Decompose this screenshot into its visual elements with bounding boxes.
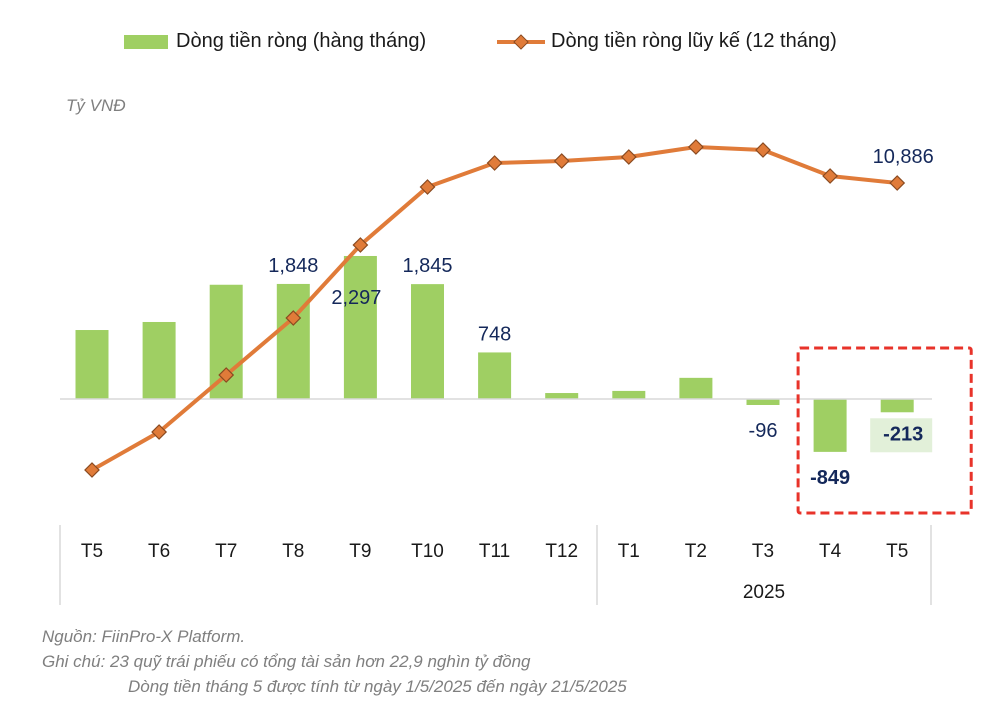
data-label-highlight bbox=[870, 418, 933, 453]
x-tick-label: T10 bbox=[411, 541, 444, 562]
x-tick-label: T5 bbox=[81, 541, 103, 562]
footnote-1: Ghi chú: 23 quỹ trái phiếu có tổng tài s… bbox=[42, 652, 531, 671]
x-group-label: 2025 bbox=[743, 582, 785, 603]
line-marker bbox=[889, 175, 906, 191]
legend-label: Dòng tiền ròng (hàng tháng) bbox=[176, 30, 427, 52]
legend-item-cumulative: Dòng tiền ròng lũy kế (12 tháng) bbox=[497, 30, 837, 53]
bar bbox=[276, 283, 310, 400]
bar-data-label: -213 bbox=[883, 423, 923, 445]
line-marker bbox=[553, 153, 570, 169]
line-marker bbox=[151, 424, 168, 440]
line-marker bbox=[687, 139, 704, 155]
bar bbox=[813, 399, 847, 452]
x-tick-label: T12 bbox=[545, 541, 578, 562]
bar bbox=[880, 399, 914, 413]
bar bbox=[612, 390, 646, 400]
legend-label: Dòng tiền ròng lũy kế (12 tháng) bbox=[551, 30, 837, 52]
bar bbox=[343, 255, 377, 400]
x-tick-label: T8 bbox=[282, 541, 304, 562]
bar-data-label: -849 bbox=[810, 467, 850, 489]
bar bbox=[478, 352, 512, 400]
x-tick-label: T2 bbox=[685, 541, 707, 562]
line-marker bbox=[822, 168, 839, 184]
x-tick-label: T11 bbox=[479, 541, 510, 562]
x-tick-label: T4 bbox=[819, 541, 842, 562]
line-marker bbox=[419, 179, 436, 195]
bar bbox=[142, 321, 176, 400]
line-marker bbox=[620, 149, 637, 165]
bar bbox=[411, 284, 444, 400]
line-marker bbox=[84, 462, 100, 478]
x-tick-label: T6 bbox=[148, 541, 170, 562]
highlight-box bbox=[796, 346, 973, 515]
bar bbox=[545, 393, 579, 400]
source-note: Nguồn: FiinPro-X Platform. bbox=[42, 627, 246, 646]
footnote-2: Dòng tiền tháng 5 được tính từ ngày 1/5/… bbox=[128, 677, 627, 696]
legend-swatch-line bbox=[497, 33, 545, 50]
x-tick-label: T7 bbox=[215, 541, 237, 562]
x-tick-label: T1 bbox=[618, 541, 640, 562]
bar-data-label: 1,845 bbox=[402, 255, 452, 277]
line-marker bbox=[352, 237, 369, 253]
x-tick-label: T9 bbox=[349, 541, 371, 562]
line-marker bbox=[486, 155, 503, 171]
legend-item-monthly: Dòng tiền ròng (hàng tháng) bbox=[124, 30, 426, 53]
x-tick-label: T3 bbox=[752, 541, 774, 562]
plot-area: T5 T6 T7 T8 T9 T10 T11 T12 T1 T2 T3 T4 T5 2025 1,848 2,… bbox=[59, 139, 973, 605]
bar bbox=[75, 330, 109, 400]
bar-data-label: 748 bbox=[478, 323, 511, 345]
line-data-label: 10,886 bbox=[873, 146, 934, 168]
bar bbox=[746, 399, 780, 405]
bar bbox=[679, 377, 713, 400]
bar-data-label: 2,297 bbox=[331, 287, 381, 309]
legend-swatch-bar bbox=[124, 34, 168, 49]
line-marker bbox=[755, 142, 771, 158]
y-axis-unit: Tỷ VNĐ bbox=[66, 96, 126, 115]
bar-data-label: 1,848 bbox=[268, 255, 318, 277]
x-tick-label: T5 bbox=[886, 541, 908, 562]
line-marker bbox=[285, 310, 302, 326]
line-marker bbox=[218, 367, 235, 383]
bar-data-label: -96 bbox=[749, 420, 778, 442]
